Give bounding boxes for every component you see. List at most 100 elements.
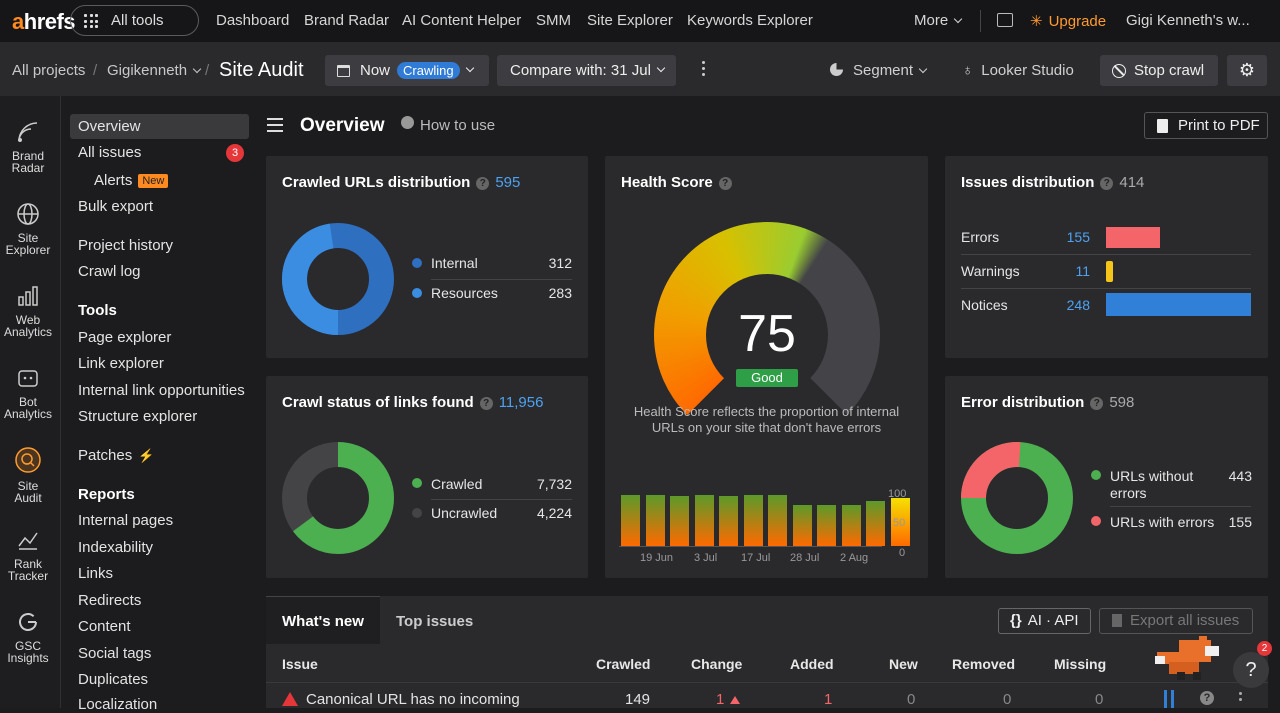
health-history-bar[interactable] <box>890 498 910 546</box>
chevron-down-icon <box>656 63 666 72</box>
upgrade-link[interactable]: ✳ Upgrade <box>1030 13 1107 30</box>
rail-site-explorer[interactable]: Site Explorer <box>0 202 56 256</box>
account-menu[interactable]: Gigi Kenneth's w... <box>1126 12 1250 29</box>
hamburger-icon[interactable] <box>267 118 283 132</box>
health-history-bar[interactable] <box>866 501 885 546</box>
print-to-pdf-button[interactable]: Print to PDF <box>1144 112 1268 139</box>
sidebar-item-redirects[interactable]: Redirects <box>78 592 142 609</box>
column-header-removed[interactable]: Removed <box>952 656 1016 672</box>
sidebar-item-internal-link-opportunities[interactable]: Internal link opportunities <box>78 382 245 399</box>
rail-gsc-insights[interactable]: GSC Insights <box>0 610 56 664</box>
health-status-badge: Good <box>736 369 798 387</box>
tab-top-issues[interactable]: Top issues <box>396 613 474 630</box>
health-history-chart <box>619 481 910 547</box>
table-row[interactable] <box>266 682 1268 708</box>
help-icon[interactable]: ? <box>479 397 493 410</box>
sidebar-item-bulk-export[interactable]: Bulk export <box>78 198 154 215</box>
nav-site-explorer[interactable]: Site Explorer <box>587 12 673 29</box>
donut-slice-with-errors <box>961 442 1073 554</box>
sidebar-item-project-history[interactable]: Project history <box>78 237 174 254</box>
nav-keywords-explorer[interactable]: Keywords Explorer <box>687 12 813 29</box>
sidebar-item-duplicates[interactable]: Duplicates <box>78 671 149 688</box>
more-menu[interactable]: More <box>914 12 963 29</box>
divider <box>961 288 1251 289</box>
sidebar-item-patches[interactable]: Patches ⚡ <box>78 447 155 464</box>
total-link[interactable]: 11,956 <box>498 394 544 411</box>
settings-button[interactable]: ⚙ <box>1227 55 1267 86</box>
looker-studio-button[interactable]: ♁ Looker Studio <box>962 62 1074 79</box>
nav-brand-radar[interactable]: Brand Radar <box>304 12 390 29</box>
health-history-bar[interactable] <box>817 505 836 546</box>
issue-name[interactable]: Canonical URL has no incoming <box>306 691 520 708</box>
issues-count-badge: 3 <box>226 144 244 162</box>
health-history-bar[interactable] <box>792 505 812 546</box>
rail-web-analytics[interactable]: Web Analytics <box>0 284 56 338</box>
export-all-issues-button[interactable]: Export all issues <box>1099 608 1253 634</box>
tab-whats-new[interactable] <box>266 596 380 644</box>
rail-bot-analytics[interactable]: Bot Analytics <box>0 366 56 420</box>
column-header-added[interactable]: Added <box>790 656 834 672</box>
divider <box>1110 506 1251 507</box>
arrow-up-icon <box>730 696 741 704</box>
column-header-new[interactable]: New <box>889 656 918 672</box>
more-options-icon[interactable] <box>702 61 706 79</box>
total-link[interactable]: 595 <box>495 174 521 191</box>
nav-ai-content-helper[interactable]: AI Content Helper <box>402 12 522 29</box>
issue-count-link[interactable]: 11 <box>1075 263 1090 279</box>
help-icon[interactable]: ? <box>1100 177 1114 190</box>
ahrefs-logo[interactable]: ahrefs <box>12 9 76 34</box>
health-history-bar[interactable] <box>743 495 763 546</box>
breadcrumb-project[interactable]: Gigikenneth <box>107 62 202 79</box>
row-menu-icon[interactable] <box>1239 692 1242 704</box>
sidebar-item-link-explorer[interactable]: Link explorer <box>78 355 164 372</box>
column-header-change[interactable]: Change <box>691 656 743 672</box>
pdf-icon <box>1157 119 1168 133</box>
sidebar-item-content[interactable]: Content <box>78 618 131 635</box>
sidebar-item-structure-explorer[interactable]: Structure explorer <box>78 408 198 425</box>
crawl-selector-button[interactable]: Now Crawling <box>325 55 489 86</box>
issue-count-link[interactable]: 155 <box>1066 229 1090 245</box>
ai-api-button[interactable]: {} AI · API <box>998 608 1091 634</box>
health-history-bar[interactable] <box>694 495 714 546</box>
all-tools-button[interactable]: All tools <box>70 5 199 36</box>
sidebar-item-overview[interactable]: Overview <box>78 118 141 135</box>
health-history-bar[interactable] <box>670 496 689 546</box>
sidebar-item-all-issues[interactable]: All issues <box>78 144 142 161</box>
help-icon[interactable]: ? <box>1090 397 1104 410</box>
health-history-bar[interactable] <box>841 505 861 546</box>
column-header-issue[interactable]: Issue <box>282 656 318 672</box>
sidebar-item-links[interactable]: Links <box>78 565 114 582</box>
stop-crawl-button[interactable]: Stop crawl <box>1100 55 1218 86</box>
help-chat-button[interactable]: ? <box>1233 652 1269 688</box>
sidebar-item-indexability[interactable]: Indexability <box>78 539 154 556</box>
rail-rank-tracker[interactable]: Rank Tracker <box>0 528 56 582</box>
legend-dot <box>1091 470 1101 480</box>
site-audit-icon <box>15 447 41 473</box>
sidebar-item-page-explorer[interactable]: Page explorer <box>78 329 172 346</box>
sidebar-item-crawl-log[interactable]: Crawl log <box>78 263 141 280</box>
sidebar-item-localization[interactable]: Localization <box>78 696 158 713</box>
health-history-bar[interactable] <box>645 495 665 546</box>
help-icon[interactable]: ? <box>476 177 490 190</box>
breadcrumb-all-projects[interactable]: All projects <box>12 62 86 79</box>
monitor-icon[interactable] <box>997 13 1013 27</box>
help-icon[interactable]: ? <box>718 177 732 190</box>
issues-distribution-card: Issues distribution? 414 Errors 155 Warni… <box>945 156 1268 358</box>
issue-count-link[interactable]: 248 <box>1066 297 1090 313</box>
health-history-bar[interactable] <box>768 495 787 546</box>
help-icon[interactable]: ? <box>1200 691 1214 705</box>
health-history-bar[interactable] <box>719 496 738 546</box>
rail-site-audit[interactable]: Site Audit <box>0 446 56 504</box>
compare-with-button[interactable]: Compare with: 31 Jul <box>497 55 676 86</box>
health-history-bar[interactable] <box>621 495 640 546</box>
rail-brand-radar[interactable]: Brand Radar <box>0 120 56 174</box>
how-to-use-link[interactable]: How to use <box>401 116 495 134</box>
sidebar-item-social-tags[interactable]: Social tags <box>78 645 152 662</box>
sidebar-item-alerts[interactable]: Alerts New <box>94 172 169 189</box>
sidebar-item-internal-pages[interactable]: Internal pages <box>78 512 174 529</box>
nav-dashboard[interactable]: Dashboard <box>216 12 290 29</box>
segment-selector[interactable]: Segment <box>830 62 928 79</box>
column-header-crawled[interactable]: Crawled <box>596 656 651 672</box>
column-header-missing[interactable]: Missing <box>1054 656 1107 672</box>
nav-smm[interactable]: SMM <box>536 12 571 29</box>
